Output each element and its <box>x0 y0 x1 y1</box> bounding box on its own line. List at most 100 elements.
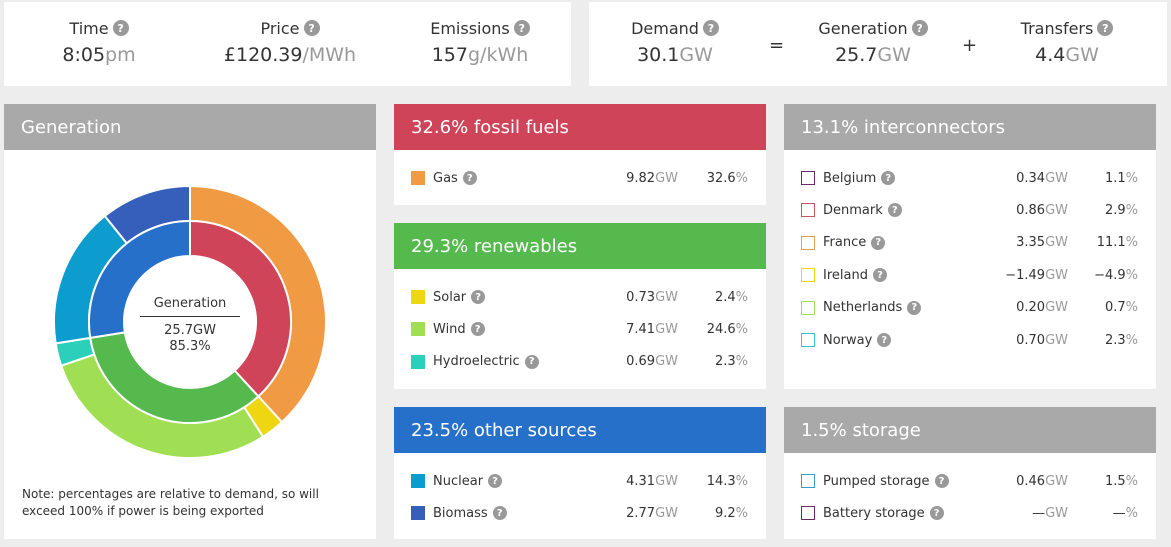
source-pct-unit: % <box>735 170 748 186</box>
source-gw: 4.31GW <box>626 474 678 489</box>
source-name: Pumped storage? <box>823 474 949 489</box>
help-icon[interactable]: ? <box>907 300 922 315</box>
source-gw: −1.49GW <box>1005 268 1068 283</box>
help-icon[interactable]: ? <box>471 290 486 304</box>
source-name-text: Belgium <box>823 170 877 186</box>
source-name: Gas? <box>433 171 477 186</box>
source-pct-unit: % <box>1125 505 1138 521</box>
price-unit: /MWh <box>302 44 357 66</box>
help-icon[interactable]: ? <box>513 20 530 36</box>
help-icon[interactable]: ? <box>112 20 129 36</box>
source-name: Hydroelectric? <box>433 354 539 369</box>
source-pct: 1.1% <box>1105 171 1138 186</box>
help-icon[interactable]: ? <box>492 506 507 521</box>
legend-swatch <box>801 300 815 315</box>
source-row: Netherlands? 0.20GW 0.7% <box>801 298 1138 318</box>
help-icon[interactable]: ? <box>303 20 320 36</box>
source-name-text: Battery storage <box>823 505 925 521</box>
source-gw-value: 0.20 <box>1016 300 1046 316</box>
plus-sign: + <box>962 35 978 56</box>
source-pct-value: 2.4 <box>714 289 736 305</box>
storage-panel-header: 1.5% storage <box>784 407 1156 453</box>
inner-ring <box>88 219 292 424</box>
help-icon[interactable]: ? <box>934 474 949 488</box>
interconnectors-panel-title: 13.1% interconnectors <box>801 116 1005 138</box>
legend-swatch <box>801 171 815 185</box>
help-icon[interactable]: ? <box>872 268 887 283</box>
demand-value: 30.1 <box>637 44 680 66</box>
source-row: Solar? 0.73GW 2.4% <box>411 287 748 307</box>
source-gw-unit: GW <box>1045 332 1068 348</box>
source-pct: —% <box>1113 506 1138 521</box>
source-gw-value: 7.41 <box>626 321 656 337</box>
help-icon[interactable]: ? <box>911 20 928 36</box>
source-name: Wind? <box>433 322 485 337</box>
legend-swatch <box>411 322 425 337</box>
help-icon[interactable]: ? <box>871 235 886 250</box>
source-gw-unit: GW <box>655 289 678 305</box>
help-icon[interactable]: ? <box>881 171 896 185</box>
source-gw: 9.82GW <box>626 171 678 186</box>
source-gw: 0.34GW <box>1016 171 1068 186</box>
emissions-unit: g/kWh <box>467 44 529 66</box>
source-row: Battery storage? —GW —% <box>801 503 1138 523</box>
demand-unit: GW <box>679 44 713 66</box>
source-pct-value: 2.3 <box>1104 332 1126 348</box>
source-gw-value: 0.86 <box>1016 202 1046 218</box>
summary-card-right: Demand? 30.1GW = Generation? 25.7GW + Tr… <box>589 2 1167 86</box>
transfers-unit: GW <box>1065 44 1099 66</box>
renewables-panel: 29.3% renewables Solar? 0.73GW 2.4% Wind? 7.… <box>394 223 766 389</box>
legend-swatch <box>411 354 425 369</box>
source-pct-value: 11.1 <box>1096 235 1126 251</box>
source-name: Battery storage? <box>823 506 944 521</box>
source-name-text: Hydroelectric <box>433 354 520 370</box>
generation-note: Note: percentages are relative to demand… <box>22 487 319 518</box>
source-pct: 11.1% <box>1097 235 1138 250</box>
source-gw-value: 0.69 <box>626 354 656 370</box>
help-icon[interactable]: ? <box>887 203 902 218</box>
legend-swatch <box>411 290 425 304</box>
source-pct: 24.6% <box>707 322 748 337</box>
source-name: Denmark? <box>823 203 902 218</box>
help-icon[interactable]: ? <box>877 333 892 347</box>
storage-panel: 1.5% storage Pumped storage? 0.46GW 1.5% Ba… <box>784 407 1156 539</box>
generation-panel: Generation Generation 25.7GW 85.3% Note:… <box>4 104 376 539</box>
transfers-value: 4.4 <box>1035 44 1066 66</box>
fossil-panel-title: 32.6% fossil fuels <box>411 116 569 138</box>
help-icon[interactable]: ? <box>929 506 944 521</box>
source-row: Norway? 0.70GW 2.3% <box>801 330 1138 350</box>
source-name: Biomass? <box>433 506 507 521</box>
transfers-stat: Transfers? 4.4GW <box>977 18 1157 66</box>
source-pct: −4.9% <box>1094 268 1138 283</box>
source-row: France? 3.35GW 11.1% <box>801 233 1138 253</box>
legend-swatch <box>801 506 815 521</box>
help-icon[interactable]: ? <box>702 20 719 36</box>
source-gw-unit: GW <box>1045 202 1068 218</box>
time-label: Time <box>69 18 109 38</box>
source-name: Belgium? <box>823 170 896 186</box>
donut-center-gw: 25.7GW <box>164 323 216 338</box>
source-gw-value: 2.77 <box>626 505 656 521</box>
help-icon[interactable]: ? <box>470 322 485 337</box>
source-name-text: Gas <box>433 170 458 186</box>
help-icon[interactable]: ? <box>462 171 477 185</box>
generation-value: 25.7 <box>835 44 878 66</box>
source-pct-value: 9.2 <box>714 505 736 521</box>
renewables-panel-header: 29.3% renewables <box>394 223 766 269</box>
legend-swatch <box>801 203 815 218</box>
source-gw-unit: GW <box>1045 505 1068 521</box>
source-pct-value: 14.3 <box>706 473 736 489</box>
source-pct: 32.6% <box>707 171 748 186</box>
source-gw-value: 0.46 <box>1016 473 1046 489</box>
source-row: Gas? 9.82GW 32.6% <box>411 168 748 188</box>
help-icon[interactable]: ? <box>488 474 503 488</box>
source-pct: 2.3% <box>1105 333 1138 348</box>
source-name-text: Nuclear <box>433 473 484 489</box>
source-gw: 0.20GW <box>1016 300 1068 315</box>
help-icon[interactable]: ? <box>524 354 539 369</box>
source-pct-unit: % <box>1125 235 1138 251</box>
source-name-text: Pumped storage <box>823 473 930 489</box>
generation-panel-title: Generation <box>21 116 122 138</box>
source-gw: 2.77GW <box>626 506 678 521</box>
help-icon[interactable]: ? <box>1097 20 1114 36</box>
